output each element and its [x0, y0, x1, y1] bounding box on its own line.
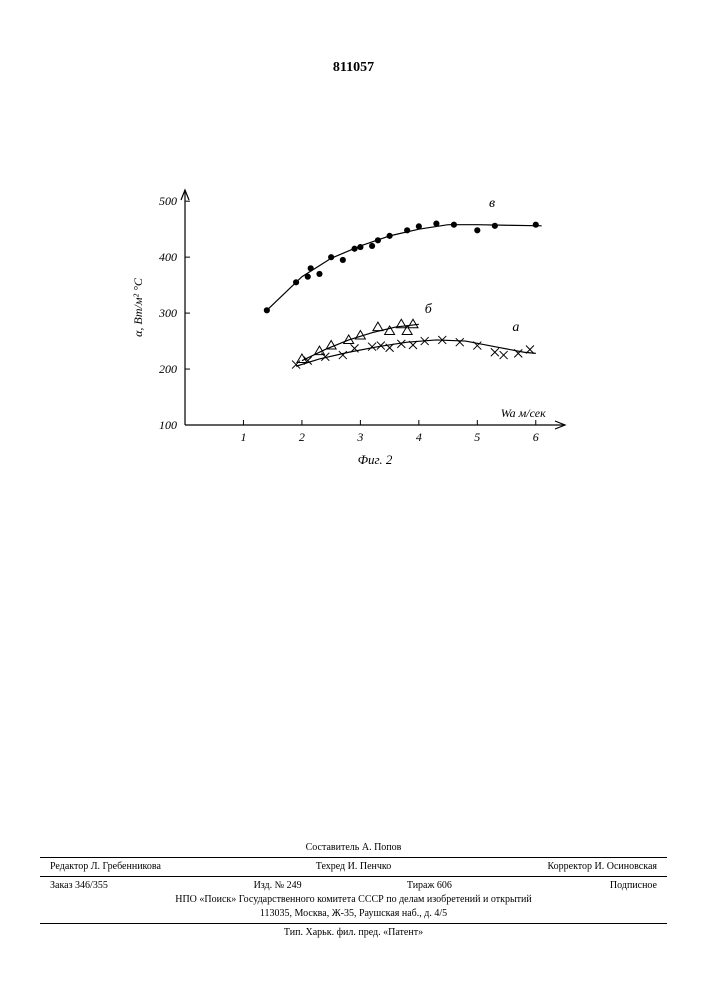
- editor: Редактор Л. Гребенникова: [50, 860, 252, 874]
- chart: 1 2 3 4 5 6 100 200 300 400 500 α, Вт/м² °С Wa м/сек…: [130, 180, 580, 470]
- footer: Составитель А. Попов Редактор Л. Гребенн…: [40, 841, 667, 940]
- footer-order-row: Заказ 346/355 Изд. № 249 Тираж 606 Подпи…: [40, 879, 667, 893]
- footer-address: 113035, Москва, Ж-35, Раушская наб., д. …: [40, 907, 667, 921]
- footer-credits-row: Редактор Л. Гребенникова Техред И. Пенчк…: [40, 860, 667, 874]
- svg-text:Wa м/сек: Wa м/сек: [501, 406, 546, 420]
- tirage: Тираж 606: [354, 879, 506, 893]
- svg-text:100: 100: [159, 418, 177, 432]
- techred: Техред И. Пенчко: [252, 860, 454, 874]
- subscribe: Подписное: [505, 879, 657, 893]
- svg-text:5: 5: [474, 430, 480, 444]
- footer-printer: Тип. Харьк. фил. пред. «Патент»: [40, 926, 667, 940]
- svg-text:2: 2: [299, 430, 305, 444]
- svg-text:Фиг. 2: Фиг. 2: [358, 452, 393, 467]
- svg-text:в: в: [489, 196, 495, 211]
- order: Заказ 346/355: [50, 879, 202, 893]
- divider: [40, 876, 667, 877]
- divider: [40, 857, 667, 858]
- svg-text:200: 200: [159, 362, 177, 376]
- svg-text:б: б: [425, 302, 433, 317]
- page-number: 811057: [0, 60, 707, 76]
- svg-text:а: а: [512, 320, 519, 335]
- svg-text:3: 3: [356, 430, 363, 444]
- svg-text:500: 500: [159, 194, 177, 208]
- footer-compiler: Составитель А. Попов: [40, 841, 667, 855]
- corrector: Корректор И. Осиновская: [455, 860, 657, 874]
- chart-svg: 1 2 3 4 5 6 100 200 300 400 500 α, Вт/м² °С Wa м/сек…: [130, 180, 580, 470]
- svg-text:α, Вт/м² °С: α, Вт/м² °С: [131, 277, 145, 337]
- svg-text:4: 4: [416, 430, 422, 444]
- divider: [40, 923, 667, 924]
- svg-text:6: 6: [533, 430, 539, 444]
- issue: Изд. № 249: [202, 879, 354, 893]
- svg-text:1: 1: [240, 430, 246, 444]
- footer-org: НПО «Поиск» Государственного комитета СС…: [40, 893, 667, 907]
- svg-text:300: 300: [158, 306, 177, 320]
- svg-text:400: 400: [159, 250, 177, 264]
